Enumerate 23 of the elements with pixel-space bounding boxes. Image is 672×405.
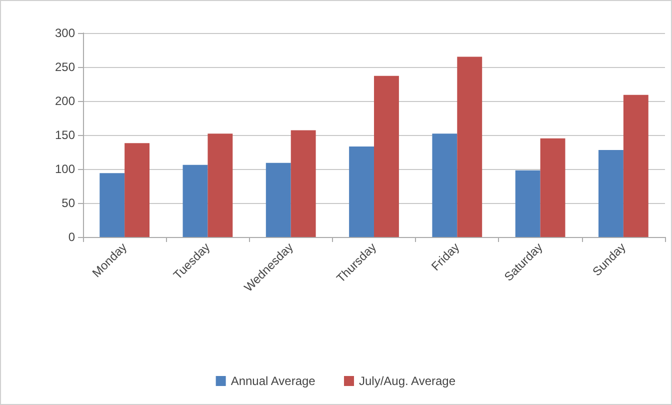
y-tick-label: 50	[62, 196, 76, 210]
bar	[374, 76, 399, 237]
y-tick-label: 200	[54, 94, 76, 108]
bar	[432, 134, 458, 237]
bar	[124, 143, 150, 237]
bar	[100, 173, 125, 237]
bar	[515, 170, 540, 237]
bar	[208, 134, 233, 237]
y-tick-label: 250	[54, 60, 76, 74]
bar	[623, 94, 648, 237]
bar	[182, 164, 208, 237]
legend-label: Annual Average	[230, 374, 316, 388]
bar	[266, 162, 291, 237]
bar	[457, 56, 482, 237]
bar	[540, 138, 566, 237]
y-tick-label: 150	[54, 128, 76, 142]
y-tick-label: 100	[54, 162, 76, 176]
bar	[598, 150, 624, 237]
bar	[290, 130, 316, 237]
y-tick-label: 300	[54, 26, 76, 40]
legend-label: July/Aug. Average	[359, 374, 456, 388]
bar	[349, 146, 374, 237]
y-tick-label: 0	[68, 230, 76, 244]
